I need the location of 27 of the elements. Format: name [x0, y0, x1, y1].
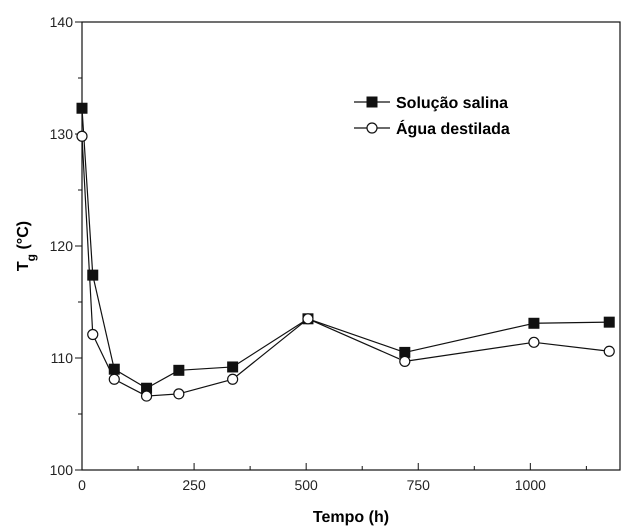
point: [108, 364, 120, 375]
y-tick-label: 110: [50, 350, 74, 366]
x-axis-title: Tempo (h): [312, 509, 390, 526]
point: [108, 374, 120, 385]
y-tick-label: 130: [50, 126, 74, 142]
legend-label: Água destilada: [396, 119, 510, 138]
point: [140, 390, 152, 402]
point: [528, 336, 540, 348]
legend-label: Solução salina: [396, 95, 508, 112]
point: [227, 374, 238, 385]
point: [604, 346, 615, 357]
x-tick-label: 250: [182, 477, 206, 493]
x-tick-label: 500: [294, 477, 318, 493]
x-tick-label: 0: [78, 477, 86, 493]
point: [173, 388, 184, 400]
point: [76, 102, 88, 114]
y-tick-label: 100: [50, 462, 74, 478]
y-tick-label: 140: [50, 14, 74, 30]
point: [173, 364, 184, 376]
point: [87, 328, 98, 340]
x-tick-label: 750: [406, 477, 430, 493]
point: [227, 361, 238, 372]
x-tick-label: 1000: [514, 477, 546, 493]
point: [528, 318, 540, 329]
y-tick-label: 120: [50, 238, 74, 254]
point: [399, 356, 410, 367]
point: [604, 316, 615, 328]
